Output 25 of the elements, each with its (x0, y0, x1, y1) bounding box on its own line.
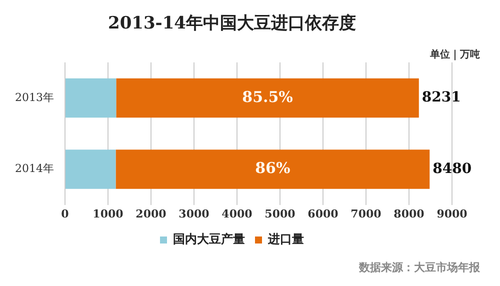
legend-label: 国内大豆产量 (173, 232, 245, 246)
x-tick-label: 3000 (178, 207, 210, 220)
total-label: 8480 (432, 160, 472, 177)
y-tick-label: 2013年 (14, 90, 54, 104)
x-tick-label: 6000 (308, 207, 339, 220)
text: 单位｜万吨 (429, 48, 480, 61)
y-tick-label: 2014年 (14, 162, 54, 176)
x-tick-label: 1000 (92, 207, 124, 220)
bar (65, 150, 116, 189)
total-label: 8231 (422, 90, 461, 106)
annotation: 86% (255, 159, 290, 178)
annotation: 85.5% (242, 88, 293, 106)
legend-label: 进口量 (267, 232, 304, 246)
x-tick-label: 5000 (264, 207, 296, 220)
bar (116, 150, 430, 189)
x-tick-label: 7000 (350, 207, 382, 220)
bar (65, 78, 116, 118)
x-tick-label: 0 (61, 207, 70, 220)
x-tick-label: 4000 (222, 207, 253, 220)
x-tick-label: 8000 (394, 207, 425, 220)
x-tick-label: 2000 (136, 207, 167, 220)
x-tick-label: 9000 (436, 207, 468, 220)
chart-title: 2013-14年中国大豆进口依存度 (108, 14, 356, 34)
source-note: 数据来源：大豆市场年报 (358, 260, 481, 274)
bar (116, 78, 419, 118)
